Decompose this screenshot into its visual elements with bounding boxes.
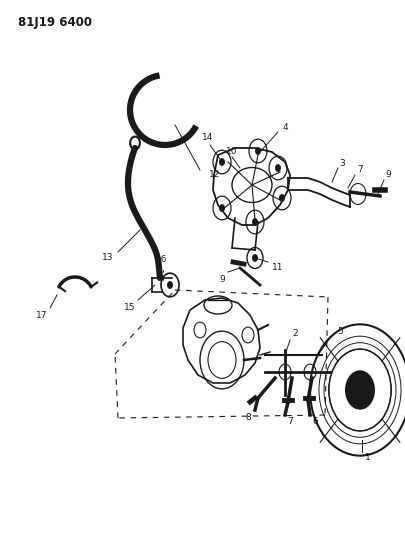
Text: 17: 17	[36, 311, 48, 319]
Text: 13: 13	[102, 254, 113, 262]
Text: 12: 12	[209, 171, 220, 180]
Text: 6: 6	[311, 417, 317, 426]
Text: 7: 7	[286, 417, 292, 426]
Text: 9: 9	[219, 276, 224, 285]
Circle shape	[252, 254, 257, 262]
Circle shape	[252, 218, 257, 226]
Circle shape	[278, 194, 284, 202]
Text: 2: 2	[292, 329, 297, 338]
Text: 5: 5	[336, 327, 342, 336]
Circle shape	[274, 164, 280, 172]
Text: 4: 4	[281, 123, 287, 132]
Circle shape	[166, 281, 173, 289]
Text: 9: 9	[384, 171, 390, 180]
Text: 15: 15	[124, 303, 135, 311]
Text: 16: 16	[156, 255, 167, 264]
Text: 3: 3	[338, 158, 344, 167]
Circle shape	[218, 158, 224, 166]
Text: 11: 11	[272, 262, 283, 271]
Circle shape	[344, 370, 374, 410]
Circle shape	[254, 147, 260, 155]
Text: 8: 8	[245, 414, 250, 423]
Text: 14: 14	[202, 133, 213, 142]
Text: 1: 1	[364, 454, 370, 463]
Text: 7: 7	[356, 166, 362, 174]
Text: 81J19 6400: 81J19 6400	[18, 15, 92, 28]
Circle shape	[218, 204, 224, 212]
Text: 10: 10	[226, 148, 237, 157]
